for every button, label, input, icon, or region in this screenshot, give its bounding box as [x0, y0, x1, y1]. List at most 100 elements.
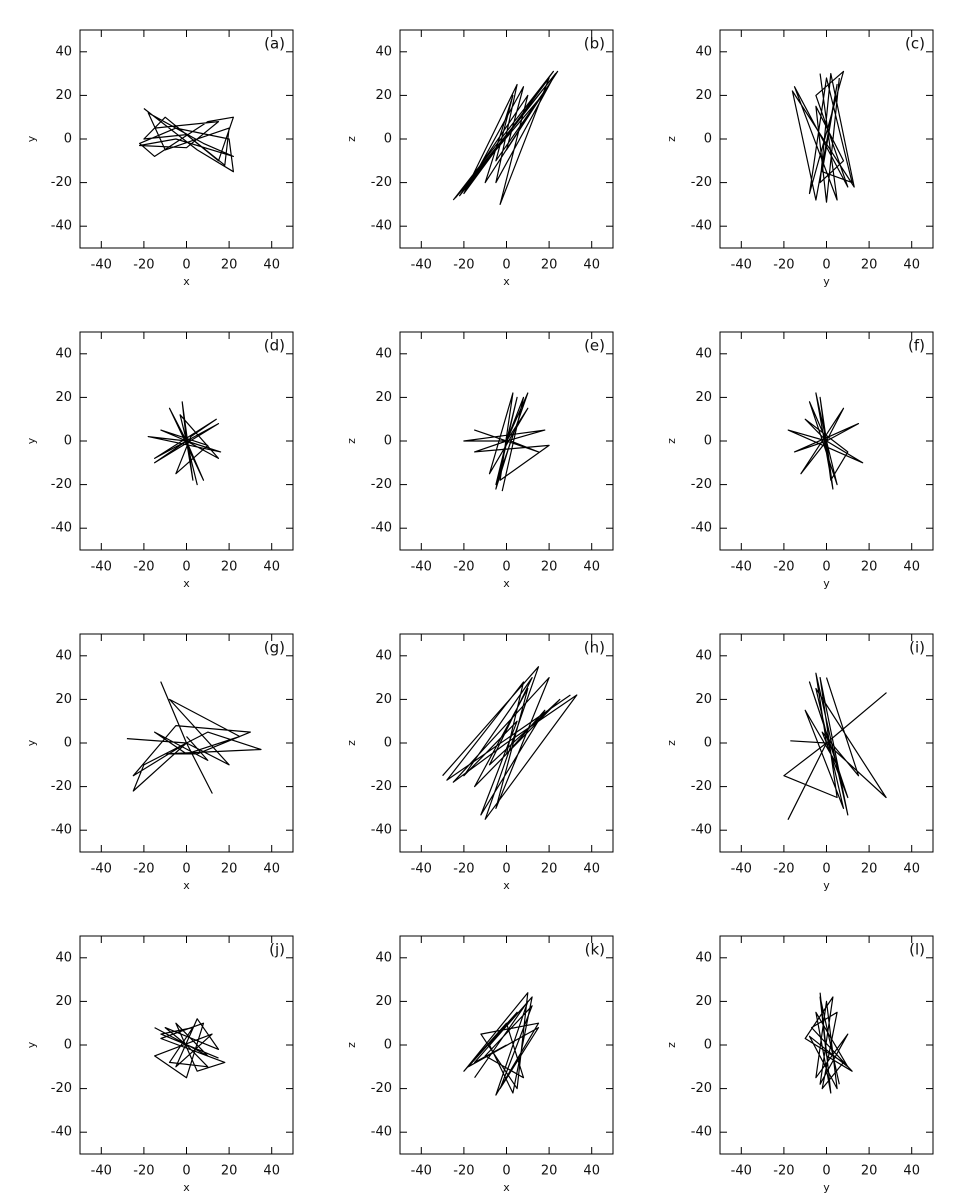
y-tick-label: -20: [691, 477, 712, 492]
x-tick-label: 40: [263, 560, 280, 575]
x-tick-label: 40: [263, 1164, 280, 1179]
orbit-line: [452, 70, 559, 205]
panel-label: (j): [269, 941, 285, 959]
x-tick-label: 0: [822, 258, 830, 273]
y-tick-label: 40: [695, 44, 712, 59]
x-tick-label: 40: [903, 560, 920, 575]
x-tick-label: 20: [861, 1164, 878, 1179]
y-tick-label: 40: [375, 950, 392, 965]
x-tick-label: 40: [583, 258, 600, 273]
panel-label: (f): [908, 337, 925, 355]
y-tick-label: -20: [51, 779, 72, 794]
y-tick-label: 20: [55, 692, 72, 707]
x-tick-label: 20: [861, 258, 878, 273]
y-tick-label: 0: [384, 1038, 392, 1053]
y-tick-label: 20: [695, 88, 712, 103]
panel-label: (e): [584, 337, 605, 355]
y-axis-label: y: [25, 1041, 38, 1048]
y-tick-label: -20: [51, 477, 72, 492]
y-axis-label: z: [345, 438, 358, 444]
x-tick-label: 20: [861, 862, 878, 877]
y-tick-label: 0: [704, 1038, 712, 1053]
x-tick-label: 20: [541, 1164, 558, 1179]
orbit-line: [139, 108, 234, 173]
y-tick-label: -40: [691, 1125, 712, 1140]
x-tick-label: 20: [541, 560, 558, 575]
x-tick-label: 40: [903, 1164, 920, 1179]
orbit-line: [126, 681, 262, 794]
y-tick-label: -20: [51, 175, 72, 190]
x-tick-label: 0: [822, 1164, 830, 1179]
x-axis-label: x: [503, 275, 510, 288]
y-tick-label: -20: [371, 1081, 392, 1096]
x-tick-label: 0: [822, 560, 830, 575]
orbit-line: [791, 70, 855, 203]
y-tick-label: 0: [64, 736, 72, 751]
x-tick-label: 20: [861, 560, 878, 575]
x-tick-label: 0: [502, 1164, 510, 1179]
x-tick-label: -40: [731, 1164, 752, 1179]
x-tick-label: -40: [411, 560, 432, 575]
x-tick-label: 20: [221, 560, 238, 575]
x-tick-label: -20: [453, 1164, 474, 1179]
x-tick-label: -40: [91, 560, 112, 575]
y-tick-label: 40: [695, 648, 712, 663]
y-tick-label: -40: [51, 823, 72, 838]
y-axis-label: z: [345, 740, 358, 746]
x-tick-label: 40: [583, 560, 600, 575]
y-tick-label: -40: [51, 521, 72, 536]
y-tick-label: 0: [64, 132, 72, 147]
y-tick-label: 20: [55, 88, 72, 103]
plot-frame: [79, 29, 294, 249]
y-tick-label: 40: [375, 346, 392, 361]
y-tick-label: 20: [375, 994, 392, 1009]
orbit-line: [154, 1018, 226, 1079]
y-tick-label: -40: [691, 823, 712, 838]
y-tick-label: 0: [704, 132, 712, 147]
x-axis-label: x: [183, 577, 190, 590]
y-tick-label: 20: [695, 692, 712, 707]
x-tick-label: -20: [453, 862, 474, 877]
x-tick-label: -40: [731, 862, 752, 877]
x-tick-label: -20: [133, 862, 154, 877]
y-tick-label: 20: [695, 994, 712, 1009]
x-axis-label: y: [823, 1181, 830, 1194]
x-axis-label: x: [183, 275, 190, 288]
panel-label: (i): [909, 639, 925, 657]
panel-label: (k): [585, 941, 605, 959]
y-tick-label: -40: [371, 521, 392, 536]
orbit-line: [442, 666, 578, 820]
y-tick-label: -20: [371, 175, 392, 190]
x-axis-label: x: [503, 879, 510, 892]
y-tick-label: -40: [691, 219, 712, 234]
y-axis-label: y: [25, 135, 38, 142]
x-tick-label: -20: [773, 1164, 794, 1179]
y-axis-label: z: [665, 438, 678, 444]
y-tick-label: -20: [691, 779, 712, 794]
y-tick-label: -20: [691, 1081, 712, 1096]
x-tick-label: -40: [411, 258, 432, 273]
panel-label: (b): [584, 35, 605, 53]
y-tick-label: -20: [371, 779, 392, 794]
y-tick-label: 0: [64, 434, 72, 449]
y-tick-label: 40: [55, 950, 72, 965]
y-tick-label: 40: [695, 346, 712, 361]
x-tick-label: 40: [583, 862, 600, 877]
x-tick-label: 40: [263, 862, 280, 877]
orbit-line: [463, 992, 540, 1096]
x-tick-label: 20: [541, 862, 558, 877]
y-tick-label: 20: [375, 390, 392, 405]
y-tick-label: 40: [55, 648, 72, 663]
x-tick-label: -20: [773, 258, 794, 273]
x-tick-label: -20: [453, 258, 474, 273]
y-tick-label: 20: [695, 390, 712, 405]
x-tick-label: 40: [583, 1164, 600, 1179]
x-tick-label: -40: [91, 862, 112, 877]
orbit-line: [463, 392, 550, 492]
x-tick-label: 0: [502, 258, 510, 273]
y-tick-label: -40: [371, 1125, 392, 1140]
y-tick-label: 0: [704, 736, 712, 751]
x-tick-label: -40: [91, 258, 112, 273]
y-tick-label: -40: [371, 823, 392, 838]
